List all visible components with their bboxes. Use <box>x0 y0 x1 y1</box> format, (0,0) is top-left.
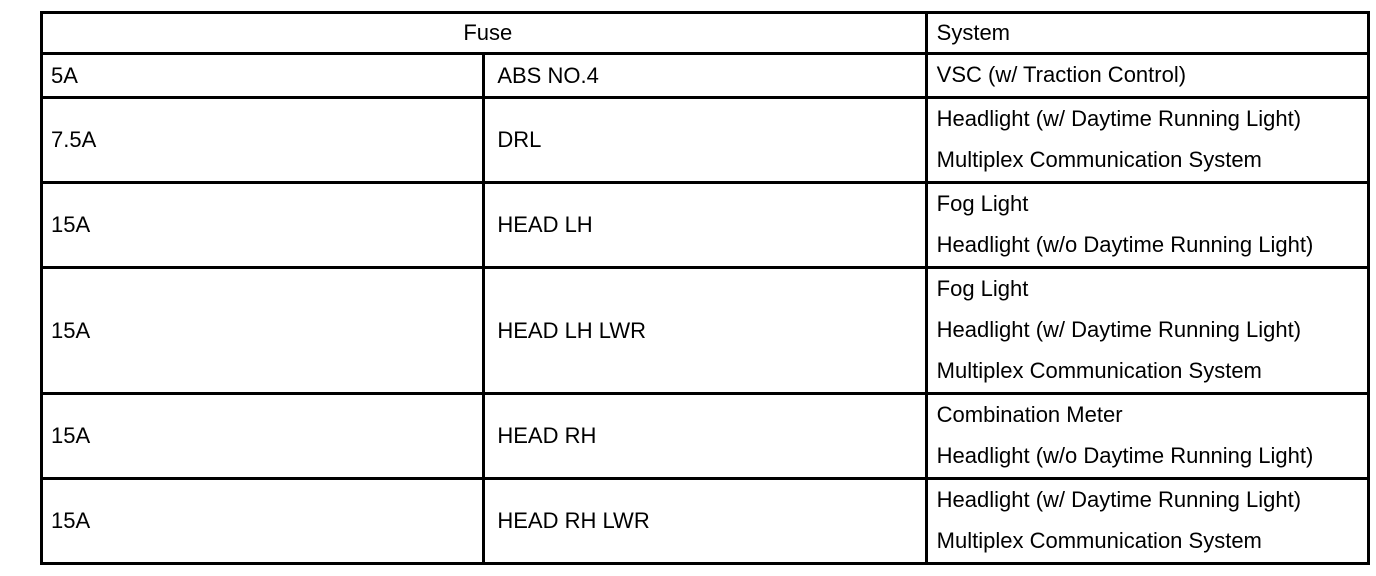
table-row: 15A HEAD LH Fog Light Headlight (w/o Daytim… <box>39 181 1371 269</box>
system-cell: Headlight (w/ Daytime Running Light) Mult… <box>924 96 1371 184</box>
header-fuse: Fuse <box>40 11 928 55</box>
system-item: Fog Light <box>936 276 1029 301</box>
table-row: 7.5A DRL Headlight (w/ Daytime Running Lig… <box>39 96 1371 184</box>
system-item: Headlight (w/o Daytime Running Light) <box>936 443 1314 468</box>
system-item: VSC (w/ Traction Control) <box>936 62 1187 87</box>
table-row: 15A HEAD RH LWR Headlight (w/ Daytime Runn… <box>39 477 1371 565</box>
system-cell: Combination Meter Headlight (w/o Daytime … <box>924 392 1371 480</box>
system-item: Multiplex Communication System <box>936 528 1262 553</box>
fuse-name: HEAD LH LWR <box>482 266 928 395</box>
header-system: System <box>924 11 1371 55</box>
fuse-amperage: 7.5A <box>39 96 486 184</box>
fuse-amperage: 15A <box>39 392 486 480</box>
fuse-table: Fuse System 5A ABS NO.4 VSC (w/ Traction C… <box>39 11 1371 565</box>
table-row: 15A HEAD RH Combination Meter Headlight (w/… <box>39 392 1371 480</box>
system-cell: Fog Light Headlight (w/ Daytime Running L… <box>924 266 1371 395</box>
system-item: Multiplex Communication System <box>936 358 1262 383</box>
fuse-name: HEAD RH <box>482 392 928 480</box>
table-row: 5A ABS NO.4 VSC (w/ Traction Control) <box>39 52 1371 99</box>
fuse-name: HEAD RH LWR <box>482 477 928 565</box>
system-item: Headlight (w/ Daytime Running Light) <box>936 487 1302 512</box>
system-item: Fog Light <box>936 191 1029 216</box>
system-item: Multiplex Communication System <box>936 147 1262 172</box>
fuse-name: DRL <box>482 96 928 184</box>
system-cell: VSC (w/ Traction Control) <box>924 52 1371 99</box>
fuse-amperage: 15A <box>39 266 486 395</box>
system-item: Headlight (w/ Daytime Running Light) <box>936 317 1302 342</box>
table-row: 15A HEAD LH LWR Fog Light Headlight (w/ Day… <box>39 266 1371 395</box>
fuse-amperage: 15A <box>39 181 486 269</box>
fuse-amperage: 15A <box>39 477 486 565</box>
fuse-name: HEAD LH <box>482 181 928 269</box>
fuse-name: ABS NO.4 <box>482 52 928 99</box>
system-item: Headlight (w/o Daytime Running Light) <box>936 232 1314 257</box>
system-item: Combination Meter <box>936 402 1123 427</box>
system-item: Headlight (w/ Daytime Running Light) <box>936 106 1302 131</box>
system-cell: Headlight (w/ Daytime Running Light) Mult… <box>924 477 1371 565</box>
system-cell: Fog Light Headlight (w/o Daytime Running … <box>924 181 1371 269</box>
fuse-amperage: 5A <box>39 52 486 99</box>
header-row: Fuse System <box>40 11 1371 55</box>
